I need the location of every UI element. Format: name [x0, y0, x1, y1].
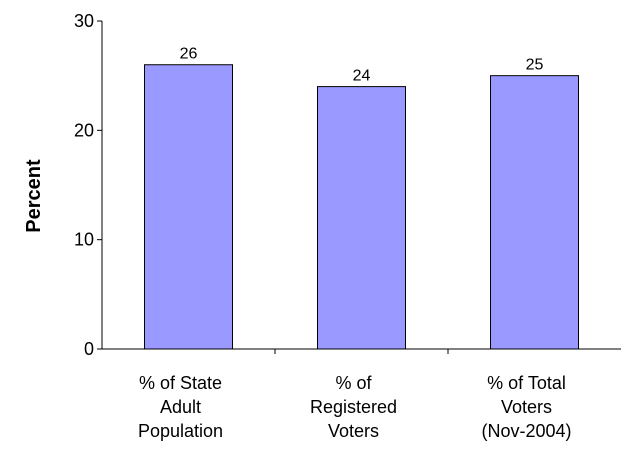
y-tick-label: 20 [74, 120, 94, 140]
category-label-line: Voters [501, 397, 552, 417]
y-axis-title: Percent [23, 159, 45, 233]
category-label: % of State Adult Population [138, 373, 223, 441]
bar [490, 75, 579, 350]
bar-value-label: 24 [353, 68, 371, 85]
category-label-line: Adult [160, 397, 201, 417]
category-label-line: (Nov-2004) [481, 421, 571, 441]
bars: 26 24 25 [144, 46, 579, 350]
category-label-line: Voters [328, 421, 379, 441]
y-tick-label: 0 [84, 339, 94, 359]
bar [317, 86, 406, 350]
axes [101, 21, 621, 354]
bar-value-label: 26 [180, 46, 198, 63]
y-axis-ticks: 0 10 20 30 [74, 11, 102, 359]
category-label-line: % of Total [487, 373, 566, 393]
category-label-line: Registered [310, 397, 397, 417]
category-label: % of Registered Voters [310, 373, 397, 441]
category-label-line: % of [335, 373, 372, 393]
y-tick-label: 30 [74, 11, 94, 31]
y-tick-label: 10 [74, 230, 94, 250]
bar-value-label: 25 [526, 57, 544, 74]
category-label-line: % of State [139, 373, 222, 393]
category-labels: % of State Adult Population % of Registered V… [138, 373, 572, 441]
bar [144, 64, 233, 350]
category-label-line: Population [138, 421, 223, 441]
category-label: % of Total Voters (Nov-2004) [481, 373, 571, 441]
